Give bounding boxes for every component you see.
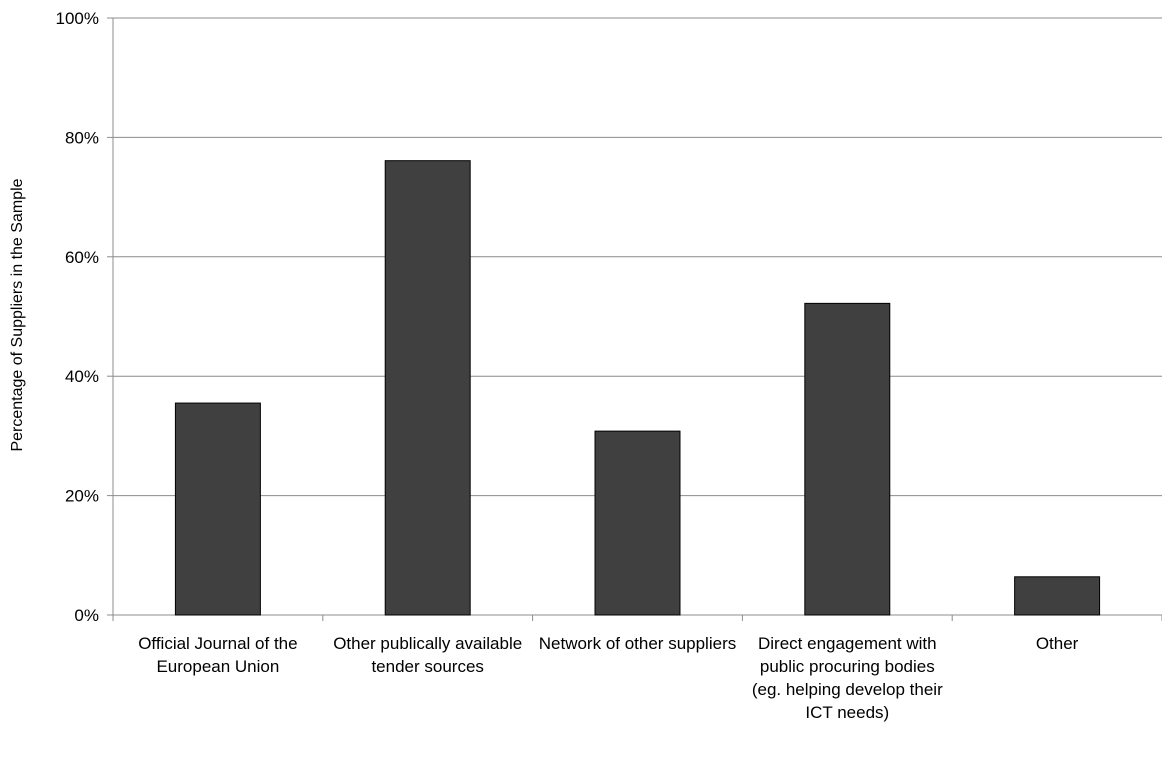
bar bbox=[174, 402, 261, 616]
bar bbox=[384, 160, 471, 616]
bar bbox=[594, 430, 681, 616]
y-axis-label: Percentage of Suppliers in the Sample bbox=[9, 178, 26, 451]
x-tick-label: Direct engagement with public procuring … bbox=[751, 634, 943, 722]
x-tick-label: Official Journal of the European Union bbox=[138, 634, 298, 676]
y-tick-label: 80% bbox=[65, 128, 99, 147]
y-tick-label: 100% bbox=[56, 9, 99, 28]
y-tick-label: 20% bbox=[65, 487, 99, 506]
x-tick-label: Other publically available tender source… bbox=[333, 634, 523, 676]
bar bbox=[804, 302, 891, 616]
x-tick-label: Network of other suppliers bbox=[538, 634, 737, 653]
y-tick-label: 0% bbox=[74, 606, 99, 625]
x-tick-label: Other bbox=[1035, 634, 1079, 653]
y-tick-label: 60% bbox=[65, 248, 99, 267]
y-tick-label: 40% bbox=[65, 367, 99, 386]
bar bbox=[1014, 576, 1101, 616]
